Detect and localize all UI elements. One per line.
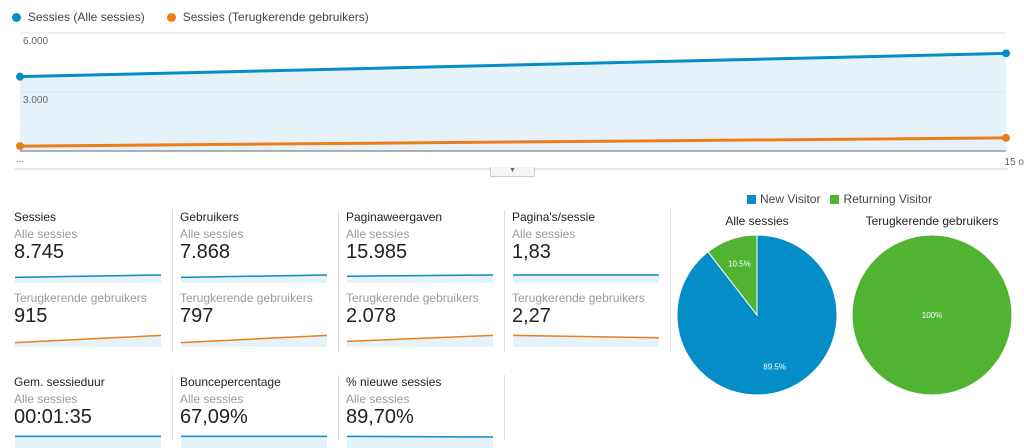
segment-label: Terugkerende gebruikers (346, 291, 479, 305)
segment-label: Terugkerende gebruikers (14, 291, 147, 305)
metric-value: 1,83 (512, 241, 551, 263)
divider (338, 375, 339, 440)
x-tick-label: ... (16, 154, 24, 165)
series-line (19, 136, 1007, 148)
segment-label: Alle sessies (512, 227, 576, 241)
sparkline-fill (513, 335, 659, 347)
metric-value: 2.078 (346, 305, 397, 327)
metric-title: Paginaweergaven (346, 210, 443, 224)
metric-value: 15.985 (346, 241, 408, 263)
pie-title-all-sessions: Alle sessies (725, 214, 789, 228)
metric-title: Gem. sessieduur (14, 375, 105, 389)
pie-title-returning-users: Terugkerende gebruikers (865, 214, 999, 228)
metric-value: 7.868 (180, 241, 231, 263)
legend-item-returning-users[interactable]: Sessies (Terugkerende gebruikers) (166, 10, 369, 24)
data-point (16, 72, 24, 81)
x-tick-label: 15 o (1005, 157, 1024, 168)
sparkline (14, 334, 162, 347)
legend-square-icon (747, 195, 756, 204)
pie-legend-new-visitor[interactable]: New Visitor (747, 192, 820, 206)
sparkline-fill (347, 275, 493, 283)
segment-label: Alle sessies (180, 392, 244, 406)
metric-value: 8.745 (14, 241, 65, 263)
sparkline-line (14, 334, 162, 344)
caret-down-icon: ▼ (509, 167, 516, 174)
metric-title: Gebruikers (180, 210, 239, 224)
sparkline-line (346, 274, 494, 277)
series-dot-icon (166, 12, 176, 22)
area-fill (20, 53, 1006, 152)
metric-card[interactable]: Paginaweergaven Alle sessies 15.985 Terugke… (346, 210, 498, 347)
sparkline-fill (513, 275, 659, 283)
segment-label: Alle sessies (14, 227, 78, 241)
metric-value: 797 (180, 305, 214, 327)
sparkline (14, 274, 162, 283)
pie-slice-label: 89.5% (763, 362, 786, 371)
segment-label: Alle sessies (14, 392, 78, 406)
legend-square-icon (830, 195, 840, 204)
metric-value: 89,70% (346, 406, 414, 428)
pie-legend: New Visitor Returning Visitor (747, 192, 932, 206)
sparkline-line (346, 435, 494, 438)
y-tick-label: 6.000 (23, 36, 48, 47)
metric-card[interactable]: Pagina's/sessie Alle sessies 1,83 Terugkere… (512, 210, 664, 347)
metric-value: 915 (14, 305, 48, 327)
sparkline (346, 334, 494, 347)
chart-legend: Sessies (Alle sessies) Sessies (Terugker… (12, 10, 369, 24)
divider (172, 210, 173, 352)
legend-label: Returning Visitor (843, 192, 932, 206)
segment-label: Terugkerende gebruikers (512, 291, 645, 305)
y-tick-label: 3.000 (23, 95, 48, 106)
series-dot-icon (12, 12, 21, 22)
metric-title: Pagina's/sessie (512, 210, 596, 224)
sparkline-line (180, 334, 328, 344)
pie-slice (851, 234, 1013, 396)
sparkline-fill (347, 335, 493, 347)
metric-title: Bouncepercentage (180, 375, 281, 389)
metric-value: 2,27 (512, 305, 551, 327)
metric-title: Sessies (14, 210, 57, 224)
legend-label: Sessies (Alle sessies) (28, 10, 145, 24)
segment-label: Alle sessies (346, 227, 410, 241)
metric-card[interactable]: Gebruikers Alle sessies 7.868 Terugkerende … (180, 210, 332, 347)
divider (670, 210, 671, 352)
legend-item-all-sessions[interactable]: Sessies (Alle sessies) (12, 10, 145, 24)
sparkline (180, 334, 328, 347)
sparkline-line (14, 274, 162, 279)
pie-legend-returning-visitor[interactable]: Returning Visitor (830, 192, 932, 206)
pie-slice (707, 234, 758, 317)
legend-label: Sessies (Terugkerende gebruikers) (182, 10, 369, 24)
metric-title: % nieuwe sessies (346, 375, 442, 389)
segment-label: Alle sessies (180, 227, 244, 241)
data-point (1002, 133, 1010, 142)
metric-card[interactable]: Sessies Alle sessies 8.745 Terugkerende geb… (14, 210, 166, 347)
divider (504, 210, 505, 352)
sparkline-line (512, 334, 660, 339)
divider (338, 210, 339, 352)
sparkline-line (346, 334, 494, 343)
divider (172, 375, 173, 440)
legend-label: New Visitor (760, 192, 821, 206)
series-line (19, 51, 1007, 79)
metric-value: 67,09% (180, 406, 248, 428)
pie-slice-label: 100% (922, 311, 942, 320)
sparkline-fill (181, 335, 327, 347)
sparkline (346, 274, 494, 283)
segment-label: Terugkerende gebruikers (180, 291, 313, 305)
sparkline-line (180, 274, 328, 279)
metric-value: 00:01:35 (14, 406, 92, 428)
data-point (16, 142, 24, 151)
data-point (1002, 49, 1010, 58)
pie-slice-label: 10.5% (728, 260, 751, 269)
sparkline (180, 274, 328, 283)
sparkline (512, 334, 660, 347)
sparkline-fill (15, 335, 161, 347)
sparkline (513, 274, 659, 283)
chart-collapse-toggle[interactable]: ▼ (490, 167, 535, 177)
segment-label: Alle sessies (346, 392, 410, 406)
divider (504, 375, 505, 440)
